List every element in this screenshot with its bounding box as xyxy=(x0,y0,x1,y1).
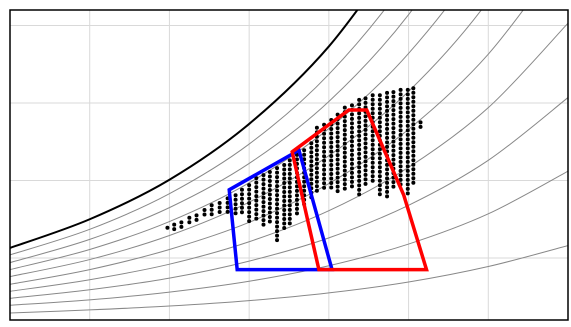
curve xyxy=(10,10,524,285)
curve xyxy=(10,170,568,306)
zone-outline xyxy=(290,108,429,272)
plot-area xyxy=(10,10,568,314)
curve xyxy=(10,10,482,278)
curve xyxy=(10,10,413,264)
curve xyxy=(10,10,359,249)
curve xyxy=(10,22,568,292)
curve xyxy=(10,245,568,314)
curve xyxy=(10,97,568,299)
plot-frame xyxy=(9,9,569,321)
curve xyxy=(10,10,385,256)
curve xyxy=(10,10,446,271)
